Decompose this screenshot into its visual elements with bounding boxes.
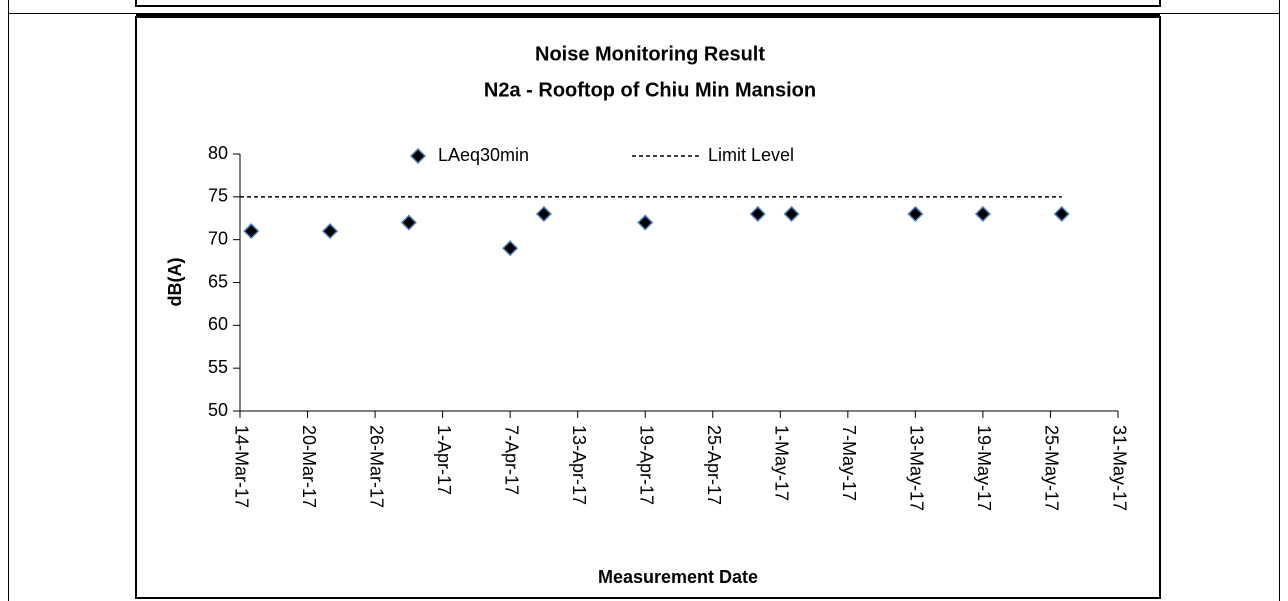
data-point (907, 205, 924, 223)
data-point (783, 205, 800, 223)
x-tick-label: 20-Mar-17 (299, 425, 319, 508)
x-tick-label: 13-Apr-17 (569, 425, 589, 505)
y-tick-label: 75 (208, 186, 228, 206)
y-tick-label: 50 (208, 400, 228, 420)
data-point (502, 240, 519, 257)
x-tick-label: 14-Mar-17 (231, 425, 251, 508)
y-tick-label: 65 (208, 271, 228, 291)
x-tick-label: 7-May-17 (839, 425, 859, 501)
data-point (400, 214, 417, 231)
legend-marker (409, 147, 427, 165)
x-tick-label: 25-May-17 (1042, 425, 1062, 511)
y-tick-label: 60 (208, 314, 228, 334)
y-tick-label: 70 (208, 228, 228, 248)
x-tick-label: 1-Apr-17 (434, 425, 454, 495)
data-point (535, 205, 552, 223)
x-tick-label: 25-Apr-17 (704, 425, 724, 505)
data-point (974, 205, 991, 223)
x-tick-label: 7-Apr-17 (501, 425, 521, 495)
chart-title: Noise Monitoring Result (535, 43, 765, 65)
previous-chart-border (135, 0, 1161, 7)
x-tick-label: 13-May-17 (907, 425, 927, 511)
x-tick-label: 31-May-17 (1109, 425, 1129, 511)
data-point (243, 223, 260, 240)
y-tick-label: 80 (208, 143, 228, 163)
x-tick-label: 19-Apr-17 (636, 425, 656, 505)
y-axis-label: dB(A) (165, 258, 185, 307)
legend-label: Limit Level (708, 145, 794, 165)
data-point (637, 214, 654, 231)
data-point (749, 205, 766, 223)
chart-subtitle: N2a - Rooftop of Chiu Min Mansion (484, 79, 816, 101)
x-tick-label: 26-Mar-17 (366, 425, 386, 508)
data-point (1053, 205, 1070, 223)
x-axis-label: Measurement Date (598, 567, 758, 587)
x-tick-label: 19-May-17 (974, 425, 994, 511)
data-point (321, 223, 339, 240)
legend-label: LAeq30min (438, 145, 529, 165)
y-tick-label: 55 (208, 357, 228, 377)
chart-border (135, 16, 1161, 599)
x-tick-label: 1-May-17 (772, 425, 792, 501)
